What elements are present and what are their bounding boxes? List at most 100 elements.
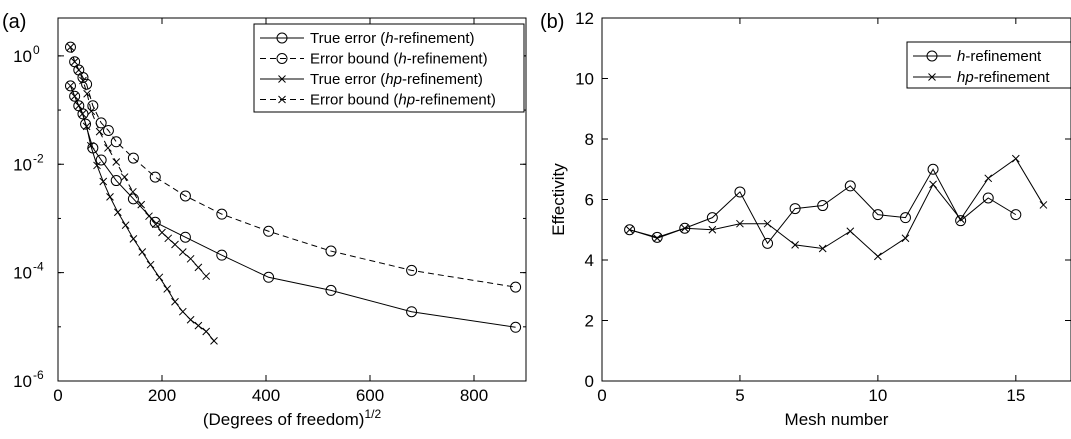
data-point — [66, 43, 75, 51]
data-point-stroke-b — [129, 187, 137, 196]
data-point — [194, 321, 203, 330]
data-point — [818, 244, 827, 253]
data-point-stroke-b — [151, 220, 160, 229]
series-2 — [66, 81, 218, 345]
data-point — [171, 240, 179, 249]
legend-marker-stroke-b — [278, 75, 286, 83]
data-point — [79, 76, 87, 85]
data-point-stroke-b — [653, 234, 662, 243]
data-point-stroke-b — [137, 200, 146, 209]
legend-entry: Error bound (hp-refinement) — [310, 92, 496, 109]
data-point-stroke-b — [1011, 154, 1020, 163]
data-point — [171, 297, 179, 306]
panel-label: (b) — [540, 11, 564, 33]
y-tick-label: 10 — [13, 155, 32, 174]
data-point-stroke-b — [178, 248, 187, 256]
data-point — [99, 177, 108, 186]
data-point — [955, 215, 967, 227]
data-point — [406, 264, 418, 276]
data-point — [138, 248, 147, 256]
data-point — [87, 100, 99, 112]
data-point-stroke-b — [956, 215, 965, 224]
data-point-stroke-b — [70, 92, 79, 101]
data-point-stroke-b — [186, 315, 195, 324]
data-point-stroke-b — [163, 285, 172, 293]
legend-box — [906, 41, 1071, 89]
data-point — [194, 263, 203, 272]
legend-entry: True error (hp-refinement) — [310, 71, 483, 88]
data-point — [624, 224, 636, 236]
data-point — [77, 71, 89, 83]
data-point-stroke-b — [112, 158, 121, 166]
data-point — [83, 89, 91, 98]
data-point — [789, 203, 801, 215]
legend-marker — [276, 32, 288, 44]
legend-entry: True error (h-refinement) — [310, 30, 475, 47]
x-axis-label-main: (Degrees of freedom) — [203, 410, 365, 429]
data-point-stroke-b — [87, 107, 96, 116]
data-point — [112, 158, 121, 166]
data-point — [127, 152, 139, 164]
data-point — [929, 180, 937, 189]
data-point — [844, 180, 856, 192]
data-point-stroke-b — [95, 127, 104, 136]
x-tick-label: 10 — [868, 386, 887, 405]
data-point — [158, 228, 166, 237]
data-point-stroke-b — [846, 227, 855, 236]
data-point — [901, 234, 910, 243]
legend-text-italic: hp — [957, 69, 974, 86]
x-axis-label-superscript: 1/2 — [364, 407, 381, 421]
data-point — [70, 57, 79, 66]
legend-text-italic: hp — [385, 71, 402, 88]
data-point-stroke-b — [66, 43, 75, 51]
data-point-stroke-b — [1039, 201, 1048, 209]
data-point-stroke-b — [708, 225, 717, 234]
data-point — [121, 221, 130, 230]
data-point — [510, 281, 522, 293]
data-point — [113, 208, 122, 217]
legend-text-pre: Error bound ( — [310, 51, 398, 68]
x-tick-label: 200 — [148, 386, 176, 405]
data-point — [680, 224, 689, 233]
series-line — [69, 46, 516, 288]
data-point-stroke-b — [155, 273, 164, 282]
data-point-stroke-b — [129, 234, 138, 243]
y-tick-label: 10 — [13, 372, 32, 391]
data-point — [74, 101, 83, 110]
y-tick-label: 4 — [585, 251, 594, 270]
data-point-stroke-b — [70, 57, 79, 66]
y-tick-base: 10 — [13, 264, 32, 283]
data-point-stroke-b — [146, 260, 155, 269]
data-point — [137, 200, 146, 209]
data-point — [178, 248, 187, 256]
data-point — [325, 284, 337, 296]
data-point-stroke-b — [104, 144, 112, 152]
x-axis-label-main: Mesh number — [785, 410, 889, 429]
data-point — [734, 186, 746, 198]
data-point — [127, 193, 139, 205]
legend-entry: h-refinement — [957, 48, 1042, 65]
x-tick-label: 0 — [53, 386, 62, 405]
data-point — [210, 337, 218, 345]
legend-marker — [928, 73, 936, 81]
data-point-stroke-b — [194, 321, 203, 330]
data-point-stroke-b — [113, 208, 122, 217]
series-0 — [64, 80, 522, 333]
y-tick-base: 10 — [13, 372, 32, 391]
data-point — [146, 260, 155, 269]
data-point — [625, 225, 634, 234]
legend-text-italic: h — [957, 48, 965, 65]
data-point — [216, 249, 228, 261]
data-point-stroke-b — [74, 101, 83, 110]
panel-label: (a) — [2, 11, 26, 33]
legend-text-pre: True error ( — [310, 71, 385, 88]
legend-marker — [278, 95, 286, 104]
legend-marker-stroke-b — [278, 95, 286, 104]
data-point — [186, 254, 195, 263]
y-tick-label: 8 — [585, 130, 594, 149]
data-point — [64, 80, 76, 92]
data-point-stroke-b — [106, 193, 114, 201]
data-point — [155, 273, 164, 282]
legend-text-pre: True error ( — [310, 30, 385, 47]
